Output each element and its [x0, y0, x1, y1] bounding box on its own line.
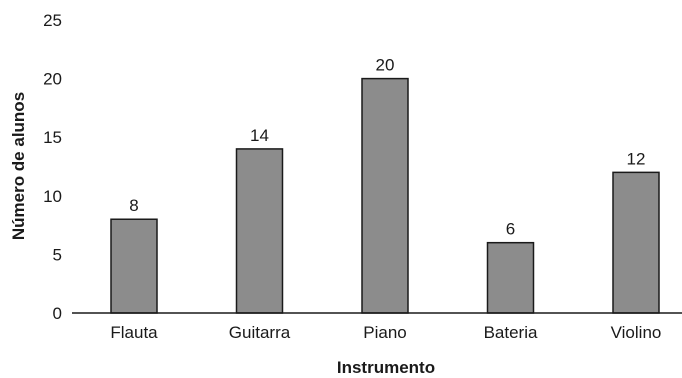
bar: [235, 148, 284, 314]
y-tick-label: 15: [43, 128, 62, 147]
x-tick-label: Violino: [611, 323, 662, 342]
data-label: 14: [250, 126, 269, 145]
x-tick-label: Piano: [363, 323, 406, 342]
y-axis-title: Número de alunos: [9, 92, 28, 240]
bar: [361, 77, 409, 314]
x-tick-label: Guitarra: [229, 323, 291, 342]
x-tick-label: Flauta: [110, 323, 158, 342]
y-tick-label: 10: [43, 187, 62, 206]
y-tick-label: 5: [53, 245, 62, 264]
x-tick-label: Bateria: [484, 323, 538, 342]
y-tick-label: 20: [43, 70, 62, 89]
data-label: 6: [506, 220, 515, 239]
x-axis-title: Instrumento: [337, 358, 435, 377]
y-tick-label: 0: [53, 304, 62, 323]
data-labels: 8 14 20 6 12: [129, 56, 645, 239]
data-label: 20: [376, 56, 395, 75]
bars: [110, 77, 660, 314]
x-axis-ticks: Flauta Guitarra Piano Bateria Violino: [110, 323, 661, 342]
bar: [110, 218, 158, 314]
data-label: 12: [627, 149, 646, 168]
data-label: 8: [129, 196, 138, 215]
y-tick-label: 25: [43, 11, 62, 30]
bar: [486, 241, 535, 314]
y-axis-ticks: 0 5 10 15 20 25: [43, 11, 62, 323]
bar: [612, 171, 660, 314]
